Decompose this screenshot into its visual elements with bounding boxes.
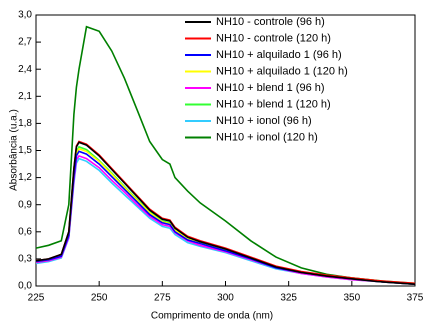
series-line (35, 147, 416, 285)
y-tick-label: 0,0 (18, 281, 32, 292)
legend-label: NH10 + blend 1 (120 h) (216, 98, 331, 110)
y-tick-label: 0,3 (18, 254, 32, 265)
x-tick-label: 250 (91, 293, 108, 304)
x-axis-label: Comprimento de onda (nm) (151, 311, 273, 322)
y-tick-label: 1,5 (18, 145, 32, 156)
x-tick-label: 325 (280, 293, 297, 304)
x-tick-label: 375 (407, 293, 424, 304)
y-tick-label: 1,8 (18, 118, 32, 129)
series-line (35, 141, 416, 285)
x-tick-label: 225 (28, 293, 45, 304)
x-tick-label: 275 (154, 293, 171, 304)
y-tick-label: 2,7 (18, 37, 32, 48)
x-tick-label: 350 (343, 293, 360, 304)
y-tick-label: 0,9 (18, 199, 32, 210)
legend-label: NH10 + blend 1 (96 h) (216, 82, 325, 94)
legend-label: NH10 - controle (96 h) (216, 16, 325, 28)
legend-label: NH10 + alquilado 1 (96 h) (216, 49, 342, 61)
legend-label: NH10 - controle (120 h) (216, 32, 331, 44)
x-tick-label: 300 (217, 293, 234, 304)
y-tick-label: 2,1 (18, 91, 32, 102)
series-line (35, 145, 416, 285)
y-tick-label: 1,2 (18, 172, 32, 183)
y-tick-label: 0,6 (18, 226, 32, 237)
legend-label: NH10 + ionol (120 h) (216, 131, 318, 143)
y-tick-label: 2,4 (18, 64, 32, 75)
legend-label: NH10 + ionol (96 h) (216, 115, 312, 127)
series-line (35, 150, 416, 285)
series-line (35, 25, 416, 285)
y-axis-label: Absorbância (u.a.) (9, 109, 20, 191)
y-tick-label: 3,0 (18, 10, 32, 21)
legend-label: NH10 + alquilado 1 (120 h) (216, 65, 348, 77)
